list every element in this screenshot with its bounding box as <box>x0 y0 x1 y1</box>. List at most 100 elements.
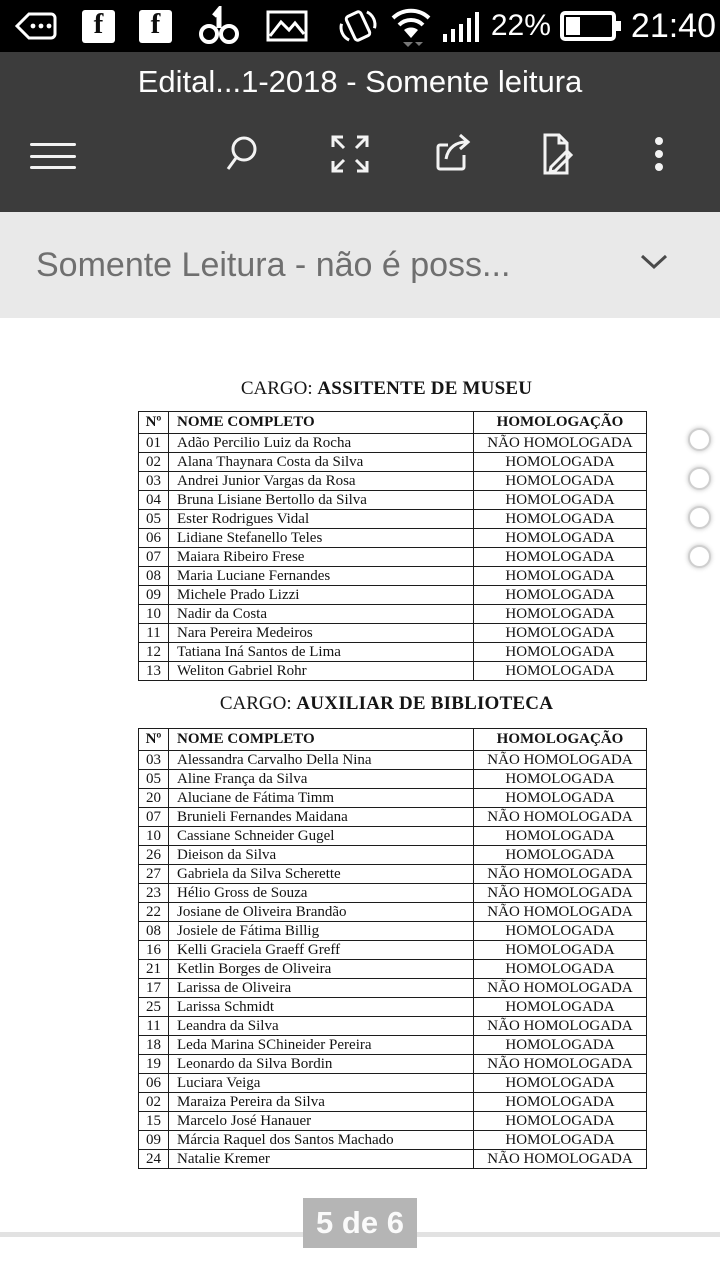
battery-percent: 22% <box>490 9 551 42</box>
homologation-status: HOMOLOGADA <box>473 547 647 567</box>
full-name: Alessandra Carvalho Della Nina <box>168 750 474 770</box>
row-number: 05 <box>138 769 169 789</box>
menu-button[interactable] <box>30 143 76 169</box>
homologation-status: HOMOLOGADA <box>473 585 647 605</box>
row-number: 07 <box>138 807 169 827</box>
cargo-table-museu: Nº NOME COMPLETO HOMOLOGAÇÃO 01 Adão Percil… <box>138 411 647 681</box>
homologation-status: HOMOLOGADA <box>473 661 647 681</box>
fullscreen-icon <box>327 131 373 182</box>
table-row: 21 Ketlin Borges de Oliveira HOMOLOGADA <box>138 959 647 979</box>
heading-cargo-name: AUXILIAR DE BIBLIOTECA <box>296 693 554 714</box>
full-name: Dieison da Silva <box>168 845 474 865</box>
homologation-status: HOMOLOGADA <box>473 845 647 865</box>
table-row: 05 Ester Rodrigues Vidal HOMOLOGADA <box>138 509 647 529</box>
row-number: 13 <box>138 661 169 681</box>
scroll-dot[interactable] <box>688 467 711 490</box>
row-number: 20 <box>138 788 169 808</box>
table-row: 18 Leda Marina SChineider Pereira HOMOLOGA… <box>138 1035 647 1055</box>
homologation-status: HOMOLOGADA <box>473 604 647 624</box>
column-header: HOMOLOGAÇÃO <box>473 728 647 751</box>
row-number: 04 <box>138 490 169 510</box>
header-row: Nº NOME COMPLETO HOMOLOGAÇÃO <box>138 411 647 434</box>
document-title: Edital...1-2018 - Somente leitura <box>137 64 583 99</box>
row-number: 22 <box>138 902 169 922</box>
share-icon <box>430 131 476 182</box>
full-name: Leonardo da Silva Bordin <box>168 1054 474 1074</box>
page-indicator: 5 de 6 <box>303 1198 417 1248</box>
header-row: Nº NOME COMPLETO HOMOLOGAÇÃO <box>138 728 647 751</box>
homologation-status: NÃO HOMOLOGADA <box>473 864 647 884</box>
full-name: Natalie Kremer <box>168 1149 474 1169</box>
homologation-status: HOMOLOGADA <box>473 471 647 491</box>
read-only-banner[interactable]: Somente Leitura - não é poss... <box>0 212 720 318</box>
edit-button[interactable] <box>533 133 579 179</box>
fullscreen-button[interactable] <box>327 133 373 179</box>
full-name: Josiane de Oliveira Brandão <box>168 902 474 922</box>
full-name: Andrei Junior Vargas da Rosa <box>168 471 474 491</box>
homologation-status: HOMOLOGADA <box>473 452 647 472</box>
table-row: 12 Tatiana Iná Santos de Lima HOMOLOGADA <box>138 642 647 662</box>
full-name: Brunieli Fernandes Maidana <box>168 807 474 827</box>
section-heading-biblioteca: CARGO: AUXILIAR DE BIBLIOTECA <box>138 693 635 715</box>
row-number: 27 <box>138 864 169 884</box>
search-button[interactable] <box>224 133 270 179</box>
row-number: 06 <box>138 1073 169 1093</box>
share-button[interactable] <box>430 133 476 179</box>
full-name: Marcelo José Hanauer <box>168 1111 474 1131</box>
row-number: 16 <box>138 940 169 960</box>
full-name: Adão Percilio Luiz da Rocha <box>168 433 474 453</box>
row-number: 02 <box>138 1092 169 1112</box>
scroll-dot[interactable] <box>688 506 711 529</box>
table-row: 09 Michele Prado Lizzi HOMOLOGADA <box>138 585 647 605</box>
row-number: 19 <box>138 1054 169 1074</box>
full-name: Aline França da Silva <box>168 769 474 789</box>
table-row: 25 Larissa Schmidt HOMOLOGADA <box>138 997 647 1017</box>
full-name: Nara Pereira Medeiros <box>168 623 474 643</box>
row-number: 21 <box>138 959 169 979</box>
table-row: 22 Josiane de Oliveira Brandão NÃO HOMOLOG… <box>138 902 647 922</box>
full-name: Leandra da Silva <box>168 1016 474 1036</box>
homologation-status: HOMOLOGADA <box>473 642 647 662</box>
homologation-status: NÃO HOMOLOGADA <box>473 1054 647 1074</box>
row-number: 17 <box>138 978 169 998</box>
app-bar: Edital...1-2018 - Somente leitura <box>0 52 720 212</box>
row-number: 11 <box>138 1016 169 1036</box>
homologation-status: HOMOLOGADA <box>473 769 647 789</box>
homologation-status: NÃO HOMOLOGADA <box>473 902 647 922</box>
document-page[interactable]: CARGO: ASSITENTE DE MUSEU Nº NOME COMPLET… <box>0 318 720 1280</box>
homologation-status: HOMOLOGADA <box>473 566 647 586</box>
table-row: 15 Marcelo José Hanauer HOMOLOGADA <box>138 1111 647 1131</box>
vibrate-icon <box>336 5 380 47</box>
notification-app-icon <box>196 6 242 46</box>
homologation-status: HOMOLOGADA <box>473 528 647 548</box>
homologation-status: HOMOLOGADA <box>473 997 647 1017</box>
row-number: 25 <box>138 997 169 1017</box>
homologation-status: HOMOLOGADA <box>473 1111 647 1131</box>
row-number: 08 <box>138 566 169 586</box>
full-name: Aluciane de Fátima Timm <box>168 788 474 808</box>
scroll-dot[interactable] <box>688 545 711 568</box>
chevron-down-icon[interactable] <box>640 254 668 276</box>
scroll-dot[interactable] <box>688 428 711 451</box>
full-name: Larissa Schmidt <box>168 997 474 1017</box>
homologation-status: NÃO HOMOLOGADA <box>473 883 647 903</box>
full-name: Nadir da Costa <box>168 604 474 624</box>
homologation-status: NÃO HOMOLOGADA <box>473 433 647 453</box>
full-name: Ketlin Borges de Oliveira <box>168 959 474 979</box>
table-row: 09 Márcia Raquel dos Santos Machado HOMOLO… <box>138 1130 647 1150</box>
row-number: 08 <box>138 921 169 941</box>
homologation-status: HOMOLOGADA <box>473 921 647 941</box>
row-number: 10 <box>138 604 169 624</box>
wifi-icon <box>389 4 433 48</box>
status-icons-left <box>14 6 308 46</box>
row-number: 26 <box>138 845 169 865</box>
more-options-button[interactable] <box>636 133 682 179</box>
table-row: 27 Gabriela da Silva Scherette NÃO HOMOLOG… <box>138 864 647 884</box>
scroll-indicator[interactable] <box>688 428 711 568</box>
table-row: 08 Maria Luciane Fernandes HOMOLOGADA <box>138 566 647 586</box>
table-row: 10 Nadir da Costa HOMOLOGADA <box>138 604 647 624</box>
row-number: 23 <box>138 883 169 903</box>
full-name: Leda Marina SChineider Pereira <box>168 1035 474 1055</box>
row-number: 03 <box>138 471 169 491</box>
